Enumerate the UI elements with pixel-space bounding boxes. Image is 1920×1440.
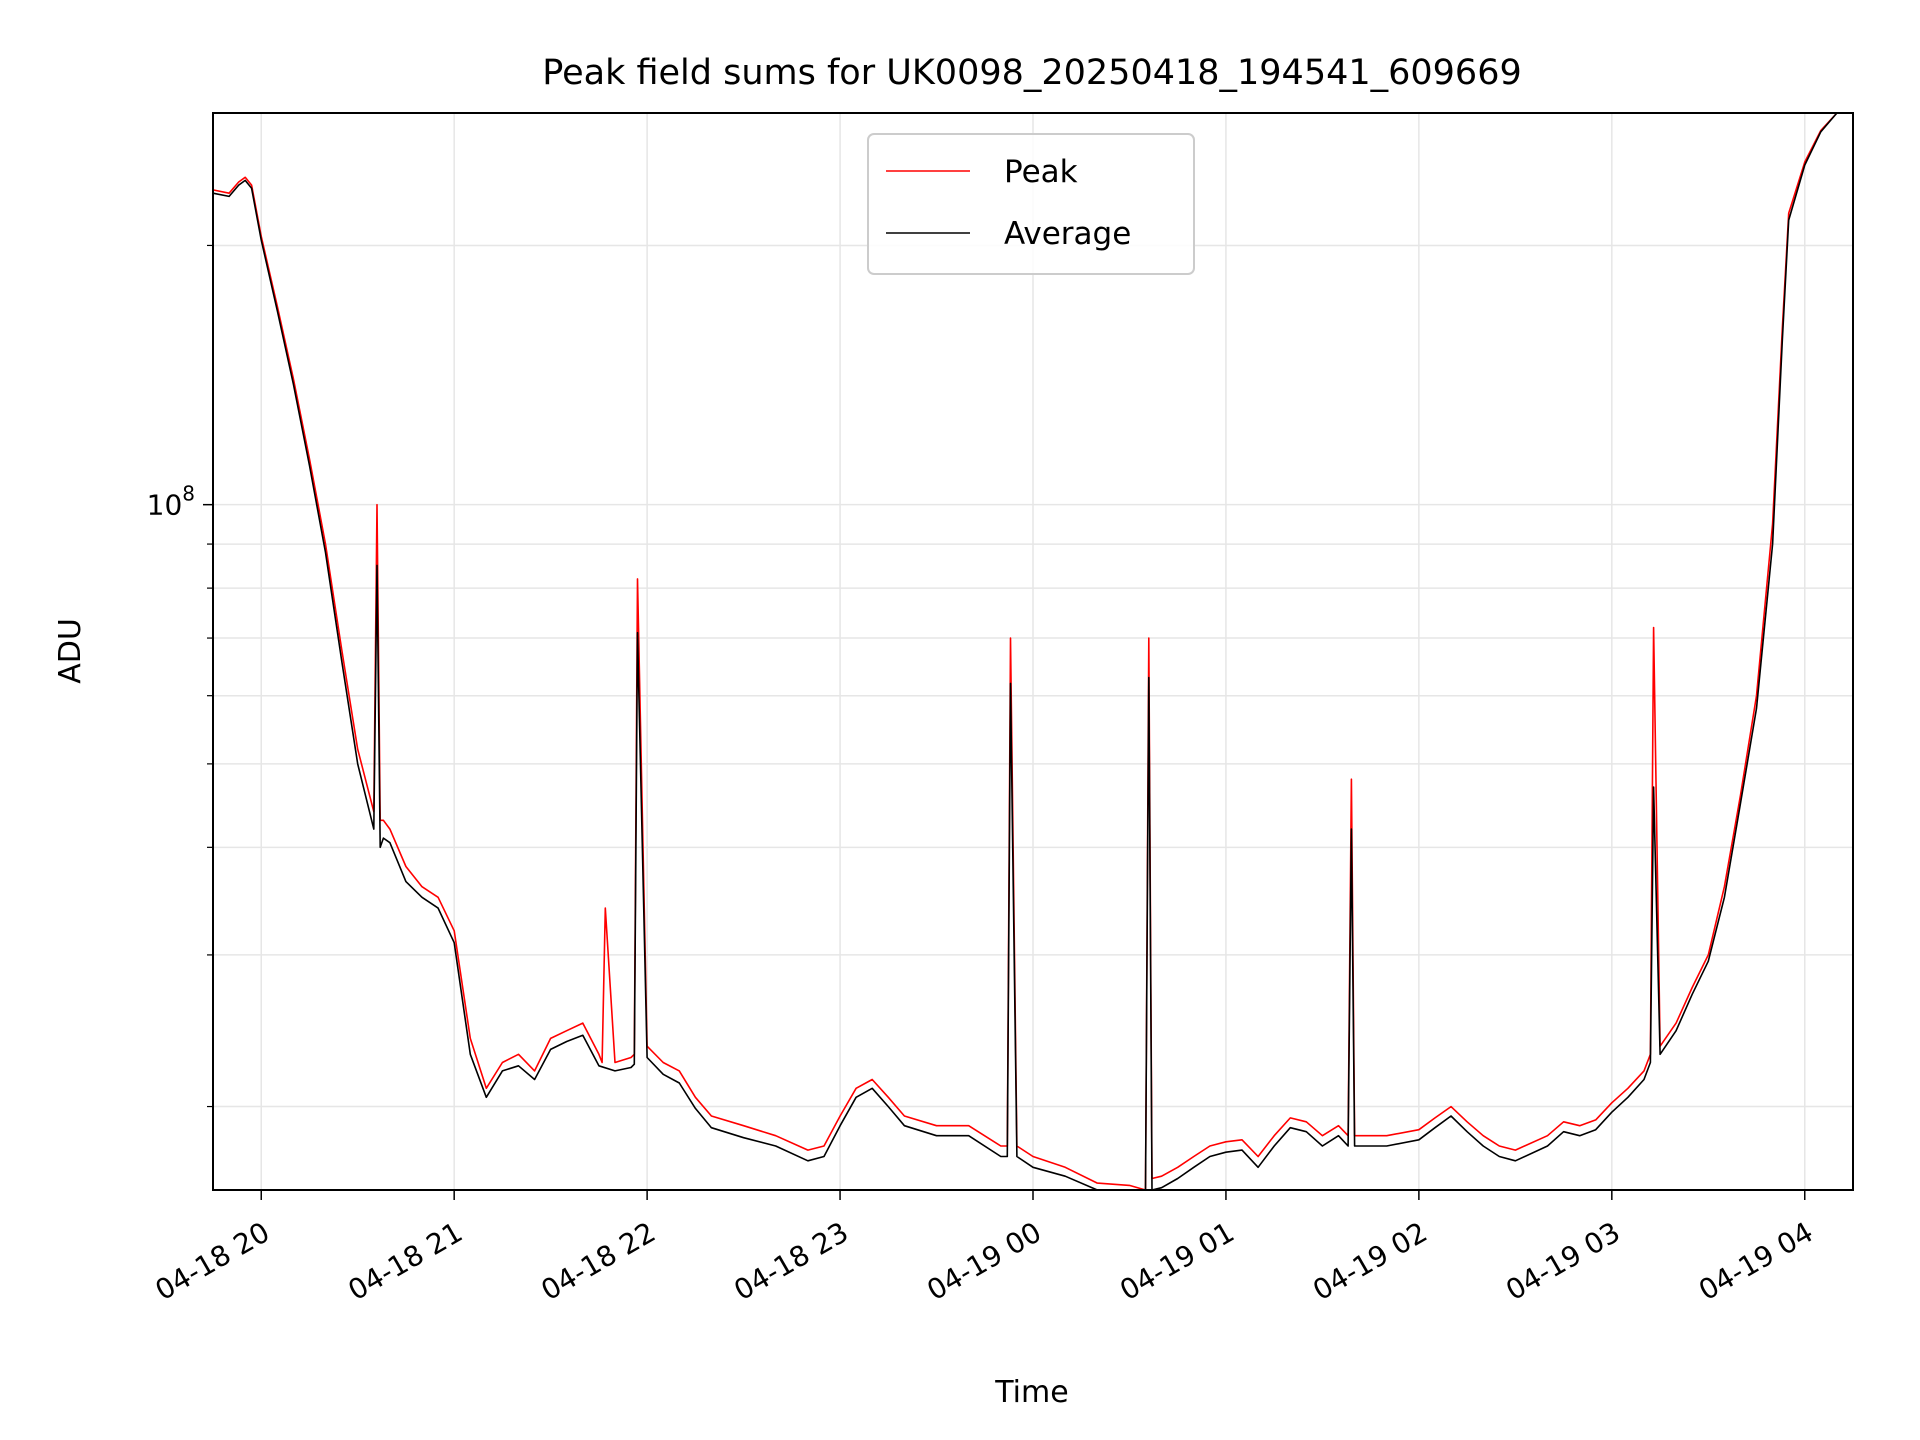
y-tick-label: 108 <box>147 482 195 522</box>
legend-box <box>867 133 1195 275</box>
series-layer <box>212 112 1853 1191</box>
chart-title: Peak field sums for UK0098_20250418_1945… <box>542 53 1522 93</box>
legend-label-average: Average <box>1004 216 1131 252</box>
legend: Peak Average <box>867 133 1195 275</box>
y-ticks-layer: 108 <box>147 244 213 1108</box>
y-axis-label: ADU <box>53 618 88 684</box>
x-axis-label: Time <box>994 1375 1068 1410</box>
series-line-average <box>212 112 1853 1191</box>
legend-label-peak: Peak <box>1004 154 1078 190</box>
grid-layer <box>213 113 1853 1190</box>
